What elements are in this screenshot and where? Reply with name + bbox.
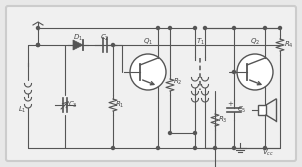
Circle shape: [214, 146, 217, 149]
Text: $C_3$: $C_3$: [68, 100, 78, 110]
Circle shape: [194, 146, 197, 149]
Circle shape: [264, 146, 266, 149]
Text: $R_3$: $R_3$: [218, 115, 228, 125]
Circle shape: [156, 27, 159, 30]
Text: $D_1$: $D_1$: [73, 33, 83, 43]
Text: $R_2$: $R_2$: [173, 77, 183, 87]
Text: $Q_2$: $Q_2$: [250, 37, 260, 47]
Circle shape: [278, 27, 281, 30]
Circle shape: [233, 70, 236, 73]
Circle shape: [37, 27, 40, 30]
Circle shape: [194, 131, 197, 134]
FancyBboxPatch shape: [6, 6, 296, 161]
Circle shape: [194, 27, 197, 30]
Text: $C_5$: $C_5$: [237, 105, 247, 115]
Text: $Q_1$: $Q_1$: [143, 37, 153, 47]
Circle shape: [130, 54, 166, 90]
Text: $R_4$: $R_4$: [284, 40, 294, 50]
Circle shape: [237, 54, 273, 90]
Text: $V_{cc}$: $V_{cc}$: [262, 148, 274, 158]
Circle shape: [204, 27, 207, 30]
Circle shape: [264, 27, 266, 30]
Text: $T_1$: $T_1$: [196, 37, 204, 47]
Circle shape: [37, 43, 40, 46]
Text: $C_2$: $C_2$: [100, 33, 110, 43]
Circle shape: [233, 27, 236, 30]
Circle shape: [37, 43, 40, 46]
Circle shape: [169, 27, 172, 30]
Circle shape: [156, 146, 159, 149]
Polygon shape: [73, 40, 83, 50]
Text: $L_1$: $L_1$: [18, 105, 26, 115]
Circle shape: [233, 146, 236, 149]
Text: +: +: [227, 100, 233, 108]
Bar: [258, 105, 266, 115]
Text: $R_1$: $R_1$: [115, 100, 125, 110]
Circle shape: [111, 43, 114, 46]
Circle shape: [169, 131, 172, 134]
Circle shape: [111, 146, 114, 149]
